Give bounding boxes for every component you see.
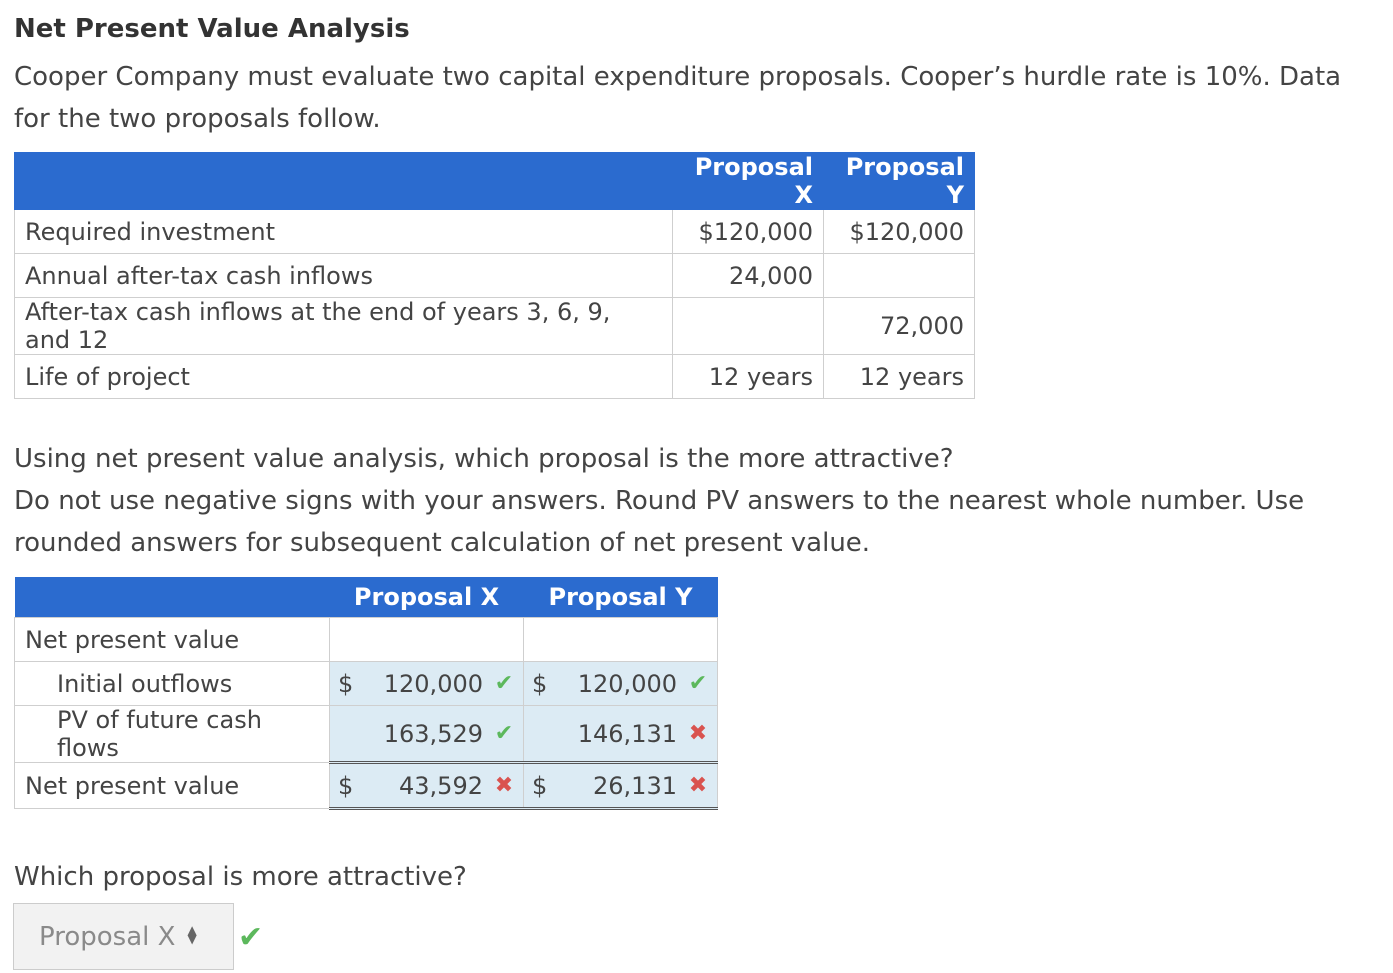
cell-y: 72,000 [823,297,975,355]
table-row: Initial outflows $ 120,000 ✔ $ 120,000 ✔ [14,661,718,706]
currency-symbol: $ [338,669,354,698]
answer-input-y[interactable]: 146,131 [577,719,677,748]
npv-answer-table: Proposal X Proposal Y Net present value … [14,577,718,810]
page-title: Net Present Value Analysis [14,14,410,44]
intro-text: Cooper Company must evaluate two capital… [14,62,1342,134]
cell-x: $120,000 [672,209,824,254]
row-label: Initial outflows [14,661,330,706]
currency-symbol: $ [532,771,548,800]
cell-x: 12 years [672,354,824,399]
answer-cell-x[interactable]: $ 120,000 ✔ [329,661,524,706]
table-row: Annual after-tax cash inflows 24,000 [14,253,975,298]
cell-y [823,253,975,298]
empty-cell [523,617,718,662]
header-blank [14,577,330,618]
answer-input-x[interactable]: 163,529 [383,719,483,748]
row-label: Annual after-tax cash inflows [14,253,673,298]
col-header-proposal-y: Proposal Y [823,152,975,210]
question-text: Using net present value analysis, which … [14,444,954,474]
row-label: Net present value [14,762,330,809]
answer-cell-y[interactable]: $ 26,131 ✖ [523,762,718,810]
instruction-text: Do not use negative signs with your answ… [14,486,1305,558]
answer-cell-y[interactable]: 146,131 ✖ [523,705,718,764]
cross-icon: ✖ [688,721,708,746]
answer-cell-y[interactable]: $ 120,000 ✔ [523,661,718,706]
col-header-proposal-x: Proposal X [329,577,524,618]
cross-icon: ✖ [494,773,514,798]
table-header-row: Proposal X Proposal Y [14,577,718,618]
check-icon: ✔ [494,671,514,696]
proposal-select-dropdown[interactable]: Proposal X ▲ ▼ [13,903,234,970]
table-row: Net present value $ 43,592 ✖ $ 26,131 ✖ [14,762,718,810]
table-row: Net present value [14,617,718,662]
currency-symbol: $ [338,771,354,800]
cell-y: $120,000 [823,209,975,254]
question-text: Which proposal is more attractive? [14,862,467,892]
cell-y: 12 years [823,354,975,399]
check-icon: ✔ [688,671,708,696]
proposal-data-table: Proposal X Proposal Y Required investmen… [14,152,975,399]
answer-input-y[interactable]: 26,131 [593,771,677,800]
row-label: PV of future cash flows [14,705,330,763]
currency-symbol: $ [532,669,548,698]
answer-input-x[interactable]: 43,592 [399,771,483,800]
check-icon: ✔ [238,920,264,955]
cell-x [672,297,824,355]
cross-icon: ✖ [688,773,708,798]
answer-input-y[interactable]: 120,000 [577,669,677,698]
header-blank [14,152,673,210]
table-row: After-tax cash inflows at the end of yea… [14,297,975,355]
empty-cell [329,617,524,662]
select-value: Proposal X [39,921,176,952]
row-label: Required investment [14,209,673,254]
table-row: Life of project 12 years 12 years [14,354,975,399]
up-down-arrows-icon: ▲ ▼ [187,922,197,946]
check-icon: ✔ [494,721,514,746]
col-header-proposal-x: Proposal X [672,152,824,210]
cell-x: 24,000 [672,253,824,298]
table-header-row: Proposal X Proposal Y [14,152,975,210]
answer-input-x[interactable]: 120,000 [383,669,483,698]
table-row: Required investment $120,000 $120,000 [14,209,975,254]
question-block: Using net present value analysis, which … [14,438,1384,564]
row-label: Life of project [14,354,673,399]
col-header-proposal-y: Proposal Y [523,577,718,618]
table-row: PV of future cash flows 163,529 ✔ 146,13… [14,705,718,764]
section-label: Net present value [14,617,330,662]
answer-cell-x[interactable]: $ 43,592 ✖ [329,762,524,810]
row-label: After-tax cash inflows at the end of yea… [14,297,673,355]
answer-cell-x[interactable]: 163,529 ✔ [329,705,524,764]
